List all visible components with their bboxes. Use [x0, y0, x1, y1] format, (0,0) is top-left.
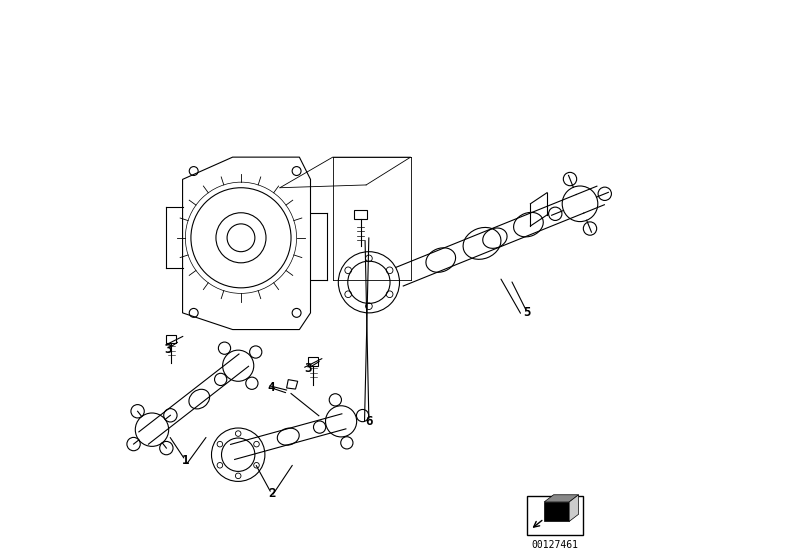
Polygon shape — [569, 495, 578, 522]
Polygon shape — [544, 495, 578, 502]
Text: 5: 5 — [523, 306, 531, 319]
Text: 1: 1 — [181, 454, 189, 467]
Text: 3: 3 — [164, 343, 171, 356]
Text: 4: 4 — [268, 381, 276, 395]
Text: 6: 6 — [365, 415, 372, 428]
Polygon shape — [544, 502, 569, 522]
Text: 2: 2 — [268, 487, 276, 500]
Text: 00127461: 00127461 — [532, 541, 578, 551]
Text: 3: 3 — [304, 362, 312, 375]
